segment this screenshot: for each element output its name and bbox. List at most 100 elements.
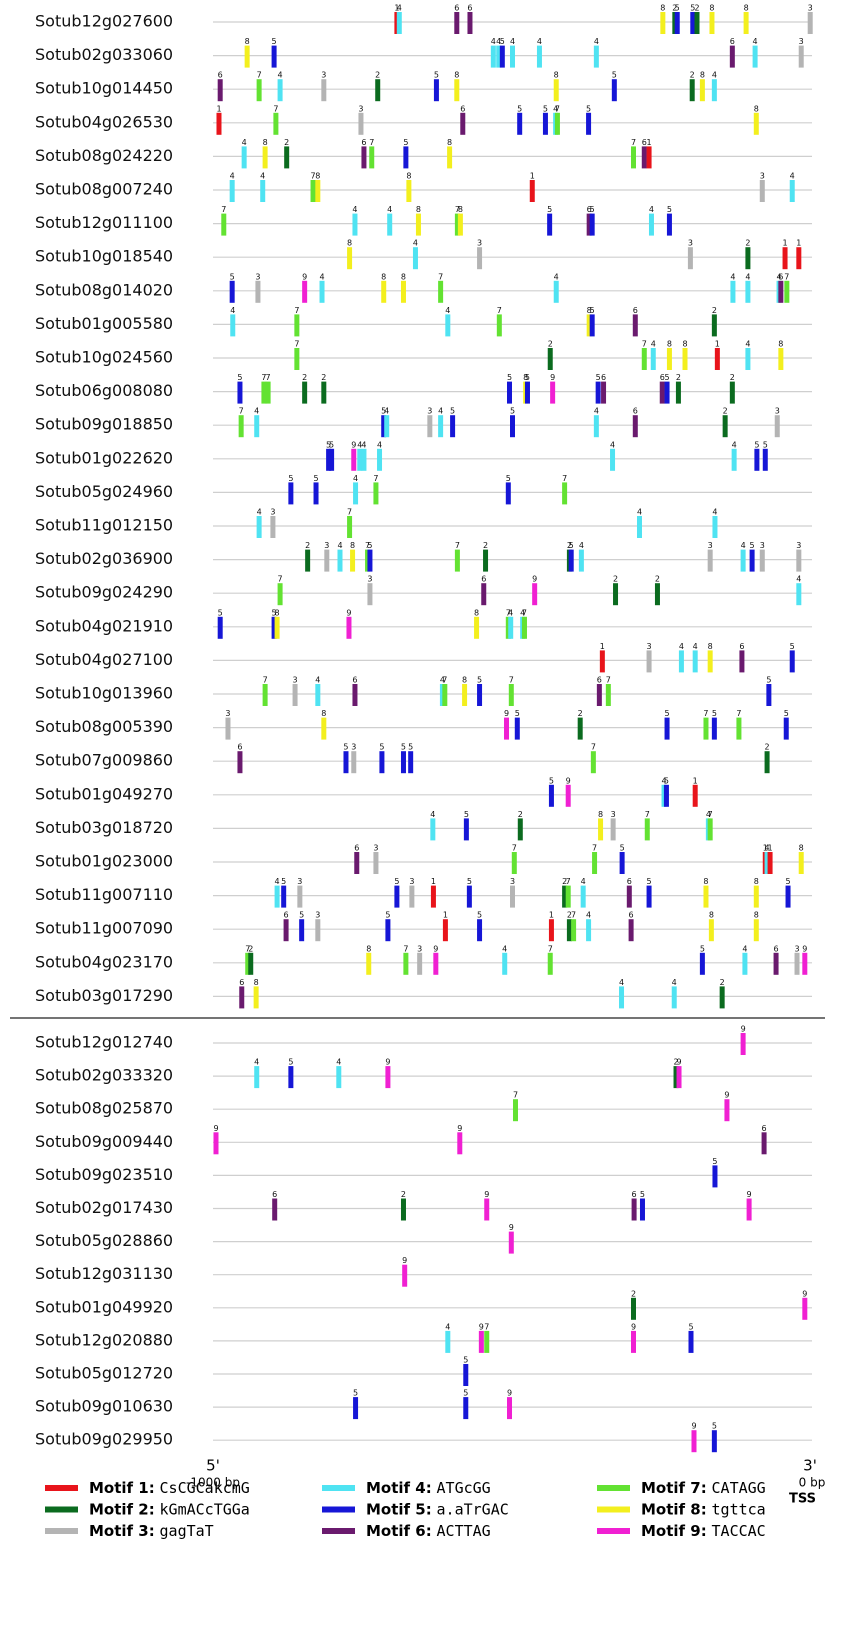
legend-name: Motif 4: <box>366 1479 432 1497</box>
motif-site <box>467 12 473 34</box>
motif-number: 1 <box>431 877 436 886</box>
motif-number: 9 <box>566 776 571 785</box>
motif-number: 6 <box>587 205 592 214</box>
motif-number: 8 <box>254 978 259 987</box>
gene-name: Sotub12g012740 <box>35 1033 173 1052</box>
gene-name: Sotub02g017430 <box>35 1198 173 1217</box>
motif-site <box>688 1330 694 1353</box>
motif-site <box>347 516 353 538</box>
legend-swatch <box>45 1485 78 1491</box>
motif-number: 4 <box>438 407 443 416</box>
gene-name: Sotub10g014450 <box>35 79 173 98</box>
motif-site <box>237 381 243 404</box>
motif-number: 9 <box>802 1289 807 1298</box>
motif-number: 5 <box>712 709 717 718</box>
legend-name: Motif 6: <box>366 1522 432 1540</box>
motif-site <box>354 852 360 874</box>
motif-number: 5 <box>763 440 768 449</box>
motif-number: 6 <box>237 743 242 752</box>
motif-number: 3 <box>611 810 616 819</box>
motif-number: 4 <box>357 440 362 449</box>
motif-site <box>807 12 813 34</box>
motif-site <box>593 415 599 438</box>
motif-number: 9 <box>509 1223 514 1232</box>
motif-number: 4 <box>275 877 280 886</box>
motif-number: 5 <box>620 844 625 853</box>
motif-site <box>711 717 717 740</box>
motif-number: 2 <box>672 4 677 13</box>
motif-site <box>305 549 311 572</box>
motif-site <box>689 79 695 102</box>
x-tick-label: -1000 bp <box>186 1476 240 1490</box>
motif-site <box>802 1297 808 1320</box>
motif-site <box>731 448 737 471</box>
motif-site <box>477 919 483 942</box>
motif-number: 5 <box>500 37 505 46</box>
motif-site <box>767 852 773 874</box>
motif-site <box>550 381 556 404</box>
motif-number: 4 <box>741 541 746 550</box>
motif-number: 6 <box>239 978 244 987</box>
motif-number: 5 <box>569 541 574 550</box>
motif-number: 5 <box>408 743 413 752</box>
motif-number: 7 <box>347 508 352 517</box>
motif-number: 4 <box>712 508 717 517</box>
motif-site <box>504 717 510 740</box>
motif-site <box>261 381 267 404</box>
motif-site <box>454 213 460 236</box>
motif-number: 8 <box>703 877 708 886</box>
motif-number: 7 <box>263 676 268 685</box>
motif-site <box>381 280 387 303</box>
motif-number: 5 <box>590 205 595 214</box>
motif-number: 7 <box>261 373 266 382</box>
motif-site <box>406 180 412 202</box>
motif-site <box>547 348 553 370</box>
motif-number: 9 <box>479 1322 484 1331</box>
motif-site <box>460 112 466 135</box>
motif-number: 2 <box>712 306 717 315</box>
motif-number: 7 <box>571 911 576 920</box>
gene-name: Sotub06g008080 <box>35 381 173 400</box>
motif-site <box>562 885 568 908</box>
gene-name: Sotub05g012720 <box>35 1364 173 1383</box>
motif-site <box>802 952 808 975</box>
motif-number: 5 <box>450 407 455 416</box>
motif-site <box>759 549 765 572</box>
motif-site <box>589 213 595 236</box>
motif-site <box>692 784 698 807</box>
motif-site <box>417 952 423 975</box>
motif-site <box>568 549 574 572</box>
motif-number: 5 <box>272 37 277 46</box>
motif-number: 8 <box>700 71 705 80</box>
motif-number: 8 <box>347 239 352 248</box>
motif-site <box>664 381 670 404</box>
motif-site <box>783 717 789 740</box>
motif-number: 4 <box>384 407 389 416</box>
motif-site <box>351 751 357 774</box>
motif-site <box>759 180 765 202</box>
motif-site <box>692 650 698 673</box>
motif-site <box>740 549 746 572</box>
motif-number: 2 <box>613 575 618 584</box>
motif-site <box>580 885 586 908</box>
motif-number: 4 <box>502 944 507 953</box>
gene-name: Sotub12g011100 <box>35 213 173 232</box>
gene-name: Sotub08g024220 <box>35 146 173 165</box>
motif-number: 5 <box>381 407 386 416</box>
gene-name: Sotub07g009860 <box>35 751 173 770</box>
motif-site <box>707 650 713 673</box>
motif-site <box>761 1132 767 1155</box>
motif-number: 4 <box>242 138 247 147</box>
motif-site <box>415 213 421 236</box>
motif-site <box>778 280 784 303</box>
motif-site <box>466 885 472 908</box>
motif-number: 5 <box>515 709 520 718</box>
motif-number: 5 <box>288 474 293 483</box>
motif-site <box>778 348 784 370</box>
motif-number: 2 <box>305 541 310 550</box>
motif-number: 8 <box>263 138 268 147</box>
motif-site <box>315 919 321 942</box>
motif-number: 6 <box>627 877 632 886</box>
motif-number: 3 <box>796 541 801 550</box>
motif-site <box>784 280 790 303</box>
